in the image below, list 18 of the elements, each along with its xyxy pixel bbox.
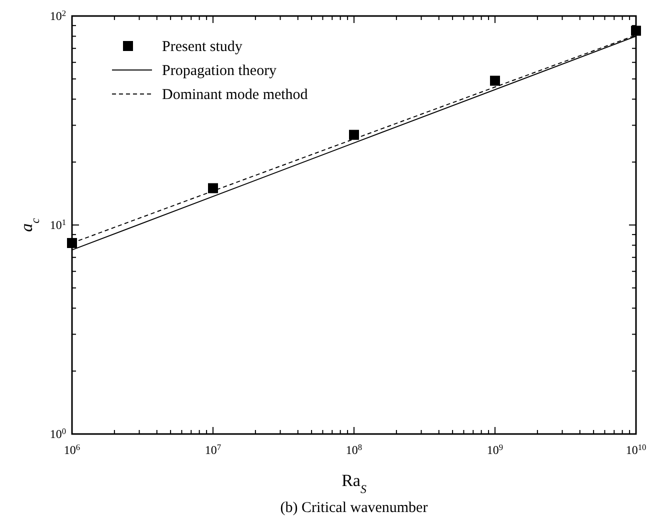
x-tick-label: 10$^{8}$ [346,442,362,457]
x-tick-label: 10$^{7}$ [204,442,222,457]
point [208,183,218,194]
point [67,238,77,248]
y-tick-label: 10$^{1}$ [50,218,66,232]
x-axis-title: Ra$_{S}$ [342,471,366,496]
y-tick-label: 10$^{0}$ [50,426,66,441]
point [490,76,500,86]
point [349,130,359,140]
point [631,26,641,36]
y-tick-label: 10$^{2}$ [50,8,66,23]
legend-label: Propagation theory [162,63,278,79]
legend-label: Dominant mode method [162,87,308,103]
x-tick-label: 10$^{6}$ [64,442,80,457]
legend-label: Present study [162,39,243,55]
x-tick-label: 10$^{9}$ [486,442,504,457]
text: (b) Critical wavenumber [280,500,428,516]
x-tick-label: 10$^{10}$ [626,442,646,457]
